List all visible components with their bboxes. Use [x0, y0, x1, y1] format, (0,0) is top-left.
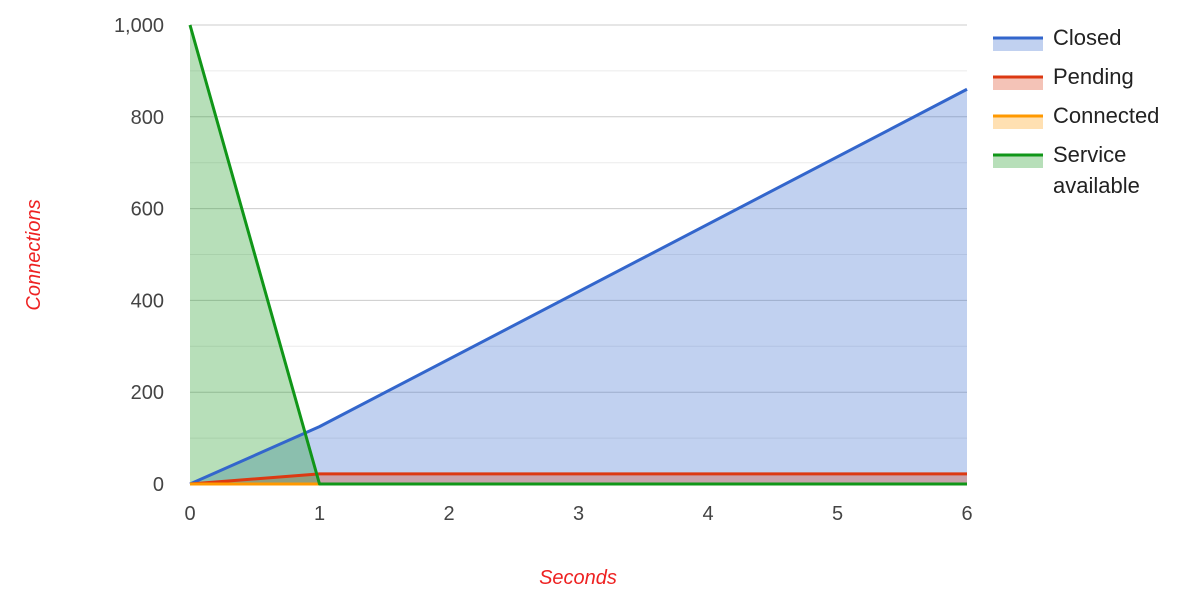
series-line-closed — [189, 87, 968, 486]
legend: Closed Pending Connected Service available — [993, 25, 1159, 198]
legend-swatch-line — [993, 153, 1043, 157]
x-tick-label: 2 — [443, 503, 454, 525]
legend-swatch-area — [993, 155, 1043, 168]
y-tick-label: 0 — [153, 474, 164, 496]
series-area-service — [190, 25, 967, 484]
legend-item-pending: Pending — [993, 64, 1134, 90]
x-tick-label: 1 — [314, 503, 325, 525]
x-tick-label: 3 — [573, 503, 584, 525]
y-axis-ticks: 0 200 400 600 800 1,000 — [114, 15, 164, 496]
y-tick-label: 200 — [131, 382, 164, 404]
legend-item-connected: Connected — [993, 103, 1159, 129]
series-area-closed — [190, 89, 967, 484]
y-axis-title: Connections — [23, 199, 45, 310]
legend-label: Pending — [1053, 64, 1134, 89]
x-tick-label: 4 — [702, 503, 713, 525]
legend-item-closed: Closed — [993, 25, 1121, 51]
series-area-pending — [190, 473, 967, 484]
series-areas — [190, 25, 967, 484]
y-tick-label: 800 — [131, 107, 164, 129]
legend-item-service: Service available — [993, 142, 1140, 198]
legend-swatch-line — [993, 36, 1043, 40]
y-tick-label: 400 — [131, 290, 164, 312]
legend-swatch-line — [993, 75, 1043, 79]
legend-swatch-line — [993, 114, 1043, 118]
x-tick-label: 0 — [184, 503, 195, 525]
legend-label: Connected — [1053, 103, 1159, 128]
gridlines — [190, 24, 967, 485]
series-lines — [188, 24, 968, 486]
x-axis-title: Seconds — [539, 567, 617, 589]
y-tick-label: 1,000 — [114, 15, 164, 37]
legend-swatch-area — [993, 38, 1043, 51]
series-line-service — [188, 24, 967, 486]
legend-label-line2: available — [1053, 173, 1140, 198]
x-tick-label: 6 — [961, 503, 972, 525]
legend-swatch-area — [993, 77, 1043, 90]
series-line-pending — [189, 472, 967, 486]
legend-swatch-area — [993, 116, 1043, 129]
legend-label: Closed — [1053, 25, 1121, 50]
x-axis-ticks: 0 1 2 3 4 5 6 — [184, 503, 972, 525]
y-tick-label: 600 — [131, 199, 164, 221]
legend-label: Service — [1053, 142, 1126, 167]
x-tick-label: 5 — [832, 503, 843, 525]
